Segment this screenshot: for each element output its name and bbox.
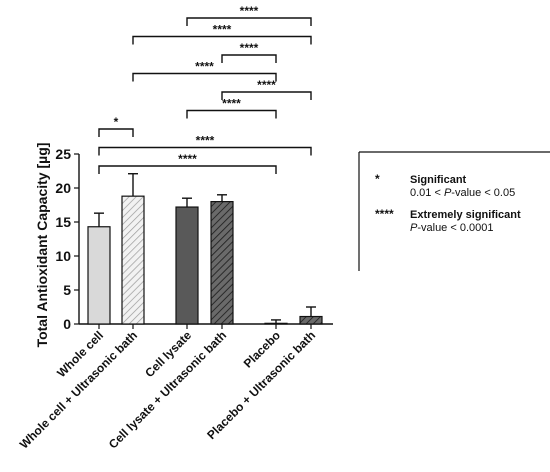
y-tick-label: 15: [55, 214, 71, 230]
bar: [121, 195, 145, 325]
legend-desc: 0.01 < P-value < 0.05: [410, 187, 515, 199]
bar: [210, 201, 234, 325]
bar: [299, 315, 323, 325]
significance-bracket: [186, 109, 277, 119]
legend-symbol: ****: [375, 207, 394, 221]
y-tick-label: 0: [63, 316, 71, 332]
significance-bracket: [221, 91, 312, 100]
y-axis-label: Total Antioxidant Capacity [µg]: [34, 143, 50, 348]
significance-bracket: [186, 17, 312, 26]
y-tick-label: 25: [55, 146, 71, 162]
significance-label: ****: [240, 41, 259, 55]
y-tick-label: 5: [63, 282, 71, 298]
legend-desc: P-value < 0.0001: [410, 222, 493, 234]
significance-label: ****: [196, 134, 215, 148]
significance-bracket: [132, 72, 277, 82]
significance-label: ****: [222, 97, 241, 111]
legend-symbol: *: [375, 172, 380, 186]
bars: [87, 173, 323, 325]
significance-label: ****: [178, 152, 197, 166]
significance-bracket: [98, 128, 134, 137]
y-tick-label: 10: [55, 248, 71, 264]
bar: [264, 322, 288, 325]
significance-label: ****: [240, 4, 259, 18]
significance-label: ****: [257, 78, 276, 92]
significance-label: *: [114, 115, 119, 129]
significance-bracket: [98, 146, 312, 156]
y-tick-label: 20: [55, 180, 71, 196]
legend-title: Extremely significant: [410, 209, 521, 221]
bar: [175, 206, 199, 325]
bar: [87, 226, 111, 325]
legend-title: Significant: [410, 174, 467, 186]
significance-label: ****: [213, 23, 232, 37]
significance-label: ****: [195, 60, 214, 74]
significance-bracket: [132, 35, 312, 45]
significance-bracket: [221, 54, 277, 63]
significance-brackets: *********************************: [98, 4, 312, 174]
axes: 0 5 10 15 20 25: [55, 146, 333, 332]
significance-bracket: [98, 165, 277, 174]
